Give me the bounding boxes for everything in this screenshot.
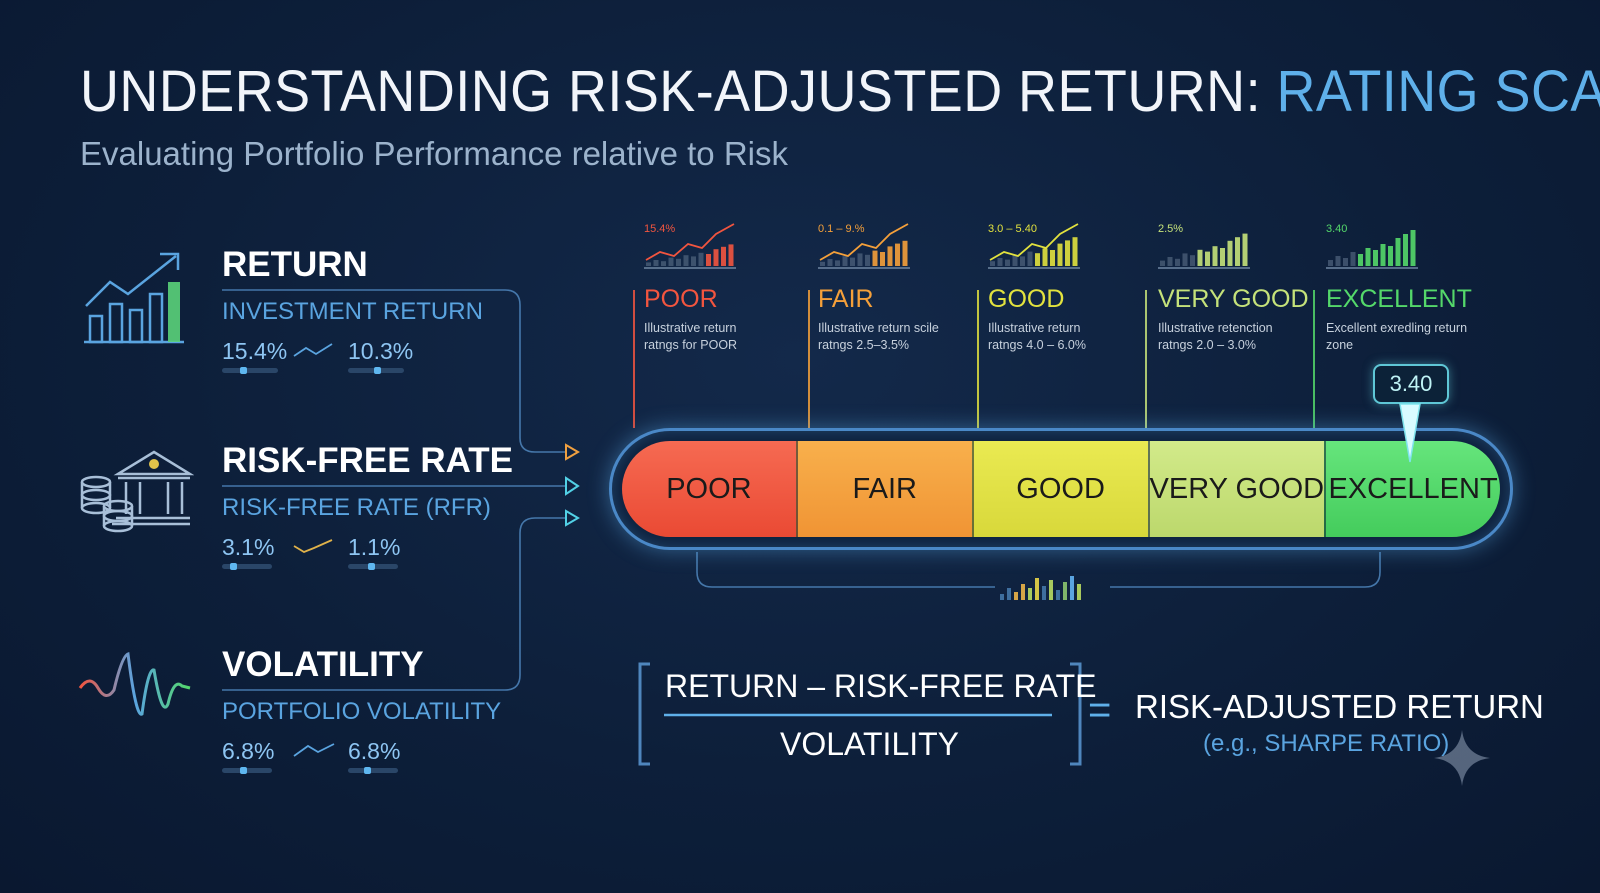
trend-line-icon: [293, 343, 333, 357]
rating-guide-line: [977, 290, 979, 428]
progress-bar: [222, 563, 272, 570]
rating-guide-line: [633, 290, 635, 428]
rating-sparkline-icon: [1158, 233, 1250, 269]
rating-label: FAIR: [818, 285, 874, 313]
wave-icon: [78, 651, 191, 716]
rating-description: Illustrative return scile: [818, 321, 939, 335]
input-value-return-a: 15.4%: [222, 338, 288, 364]
rating-description: Illustrative return: [644, 321, 737, 335]
rating-description: ratngs 2.0 – 3.0%: [1158, 338, 1256, 352]
rating-description: Excellent exredling return: [1326, 321, 1468, 335]
mini-bars-icon: [1000, 576, 1081, 600]
rating-guide-line: [1313, 290, 1315, 428]
rating-description: zone: [1326, 338, 1354, 352]
trend-line-icon: [293, 539, 333, 554]
rating-guide-line: [808, 290, 810, 428]
rating-sparkline-value: 3.40: [1326, 223, 1348, 235]
input-title-return: RETURN: [222, 245, 368, 284]
rating-sparkline-value: 0.1 – 9.%: [818, 223, 865, 235]
rating-description: ratngs for POOR: [644, 338, 738, 352]
rating-sparkline-icon: [818, 223, 910, 269]
segment-good: GOOD: [971, 441, 1148, 537]
rating-description: Illustrative return: [988, 321, 1081, 335]
title-accent: RATING SCALE: [1276, 59, 1600, 124]
progress-bar: [222, 767, 272, 774]
progress-bar: [348, 767, 398, 774]
input-value-rfr-a: 3.1%: [222, 534, 275, 560]
sparkle-icon: [1434, 730, 1490, 786]
segment-excellent: EXCELLENT: [1324, 441, 1500, 537]
title-main: UNDERSTANDING RISK-ADJUSTED RETURN:: [80, 59, 1277, 124]
progress-bar: [348, 367, 404, 374]
rating-label: VERY GOOD: [1158, 285, 1309, 313]
input-value-return-b: 10.3%: [348, 338, 414, 364]
segment-poor: POOR: [622, 441, 796, 537]
rating-sparkline-value: 2.5%: [1158, 223, 1184, 235]
input-title-volatility: VOLATILITY: [222, 645, 424, 684]
segment-fair: FAIR: [795, 441, 972, 537]
rating-sparkline-icon: [988, 223, 1080, 269]
trend-line-icon: [293, 743, 335, 757]
page-title: UNDERSTANDING RISK-ADJUSTED RETURN: RATI…: [80, 58, 1600, 125]
input-subtitle-return: INVESTMENT RETURN: [222, 298, 483, 325]
rating-scale-bar: POOR FAIR GOOD VERY GOOD EXCELLENT: [622, 441, 1500, 537]
rating-guide-line: [1145, 290, 1147, 428]
rating-label: POOR: [644, 285, 718, 313]
formula-result-example: (e.g., SHARPE RATIO): [1203, 730, 1450, 757]
input-subtitle-risk-free-rate: RISK-FREE RATE (RFR): [222, 494, 491, 521]
rating-label: GOOD: [988, 285, 1065, 313]
rating-description: ratngs 2.5–3.5%: [818, 338, 910, 352]
formula-denominator: VOLATILITY: [780, 726, 960, 762]
progress-bar: [222, 367, 278, 374]
rating-description: Illustrative retenction: [1158, 321, 1273, 335]
formula-result: RISK-ADJUSTED RETURN: [1135, 688, 1544, 725]
rating-sparkline-icon: [644, 223, 736, 269]
progress-bar: [348, 563, 398, 570]
bank-coins-icon: [80, 450, 194, 533]
input-value-rfr-b: 1.1%: [348, 534, 401, 560]
segment-very-good: VERY GOOD: [1147, 441, 1325, 537]
rating-description: ratngs 4.0 – 6.0%: [988, 338, 1086, 352]
input-value-volatility-a: 6.8%: [222, 738, 275, 764]
formula-numerator: RETURN – RISK-FREE RATE: [665, 668, 1097, 704]
formula-brackets: [638, 662, 1082, 766]
rating-sparkline-value: 15.4%: [644, 223, 676, 235]
growth-chart-icon: [84, 252, 184, 344]
formula-equals: =: [1088, 688, 1112, 732]
score-marker: 3.40: [1373, 364, 1449, 404]
rating-sparkline-value: 3.0 – 5.40: [988, 223, 1037, 235]
input-title-risk-free-rate: RISK-FREE RATE: [222, 441, 514, 480]
rating-sparkline-icon: [1326, 230, 1418, 269]
input-subtitle-volatility: PORTFOLIO VOLATILITY: [222, 698, 502, 725]
marker-pointer-icon: [1399, 403, 1421, 463]
page-subtitle: Evaluating Portfolio Performance relativ…: [80, 135, 788, 172]
rating-label: EXCELLENT: [1326, 285, 1472, 313]
input-value-volatility-b: 6.8%: [348, 738, 401, 764]
